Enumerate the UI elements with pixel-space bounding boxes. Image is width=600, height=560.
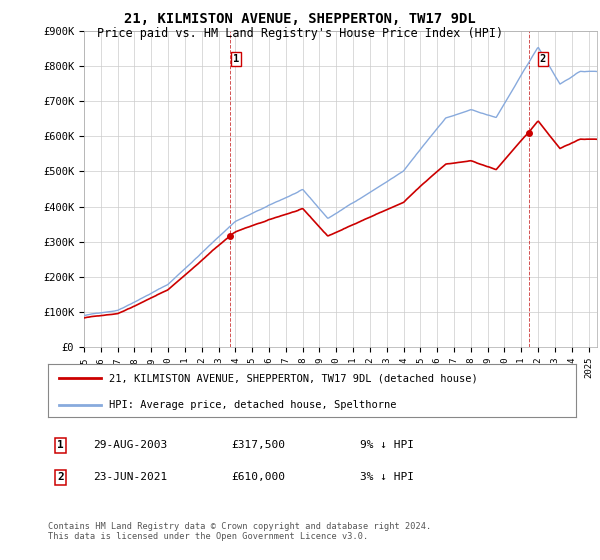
Text: HPI: Average price, detached house, Spelthorne: HPI: Average price, detached house, Spel… <box>109 400 396 410</box>
Text: 23-JUN-2021: 23-JUN-2021 <box>93 472 167 482</box>
Text: £610,000: £610,000 <box>231 472 285 482</box>
Text: 2: 2 <box>57 472 64 482</box>
Text: £317,500: £317,500 <box>231 440 285 450</box>
Text: 3% ↓ HPI: 3% ↓ HPI <box>360 472 414 482</box>
Text: 1: 1 <box>57 440 64 450</box>
Text: Contains HM Land Registry data © Crown copyright and database right 2024.
This d: Contains HM Land Registry data © Crown c… <box>48 522 431 542</box>
Text: 2: 2 <box>539 54 546 64</box>
Text: Price paid vs. HM Land Registry's House Price Index (HPI): Price paid vs. HM Land Registry's House … <box>97 27 503 40</box>
Text: 21, KILMISTON AVENUE, SHEPPERTON, TW17 9DL: 21, KILMISTON AVENUE, SHEPPERTON, TW17 9… <box>124 12 476 26</box>
Text: 9% ↓ HPI: 9% ↓ HPI <box>360 440 414 450</box>
Text: 1: 1 <box>233 54 239 64</box>
Text: 21, KILMISTON AVENUE, SHEPPERTON, TW17 9DL (detached house): 21, KILMISTON AVENUE, SHEPPERTON, TW17 9… <box>109 374 478 384</box>
Text: 29-AUG-2003: 29-AUG-2003 <box>93 440 167 450</box>
